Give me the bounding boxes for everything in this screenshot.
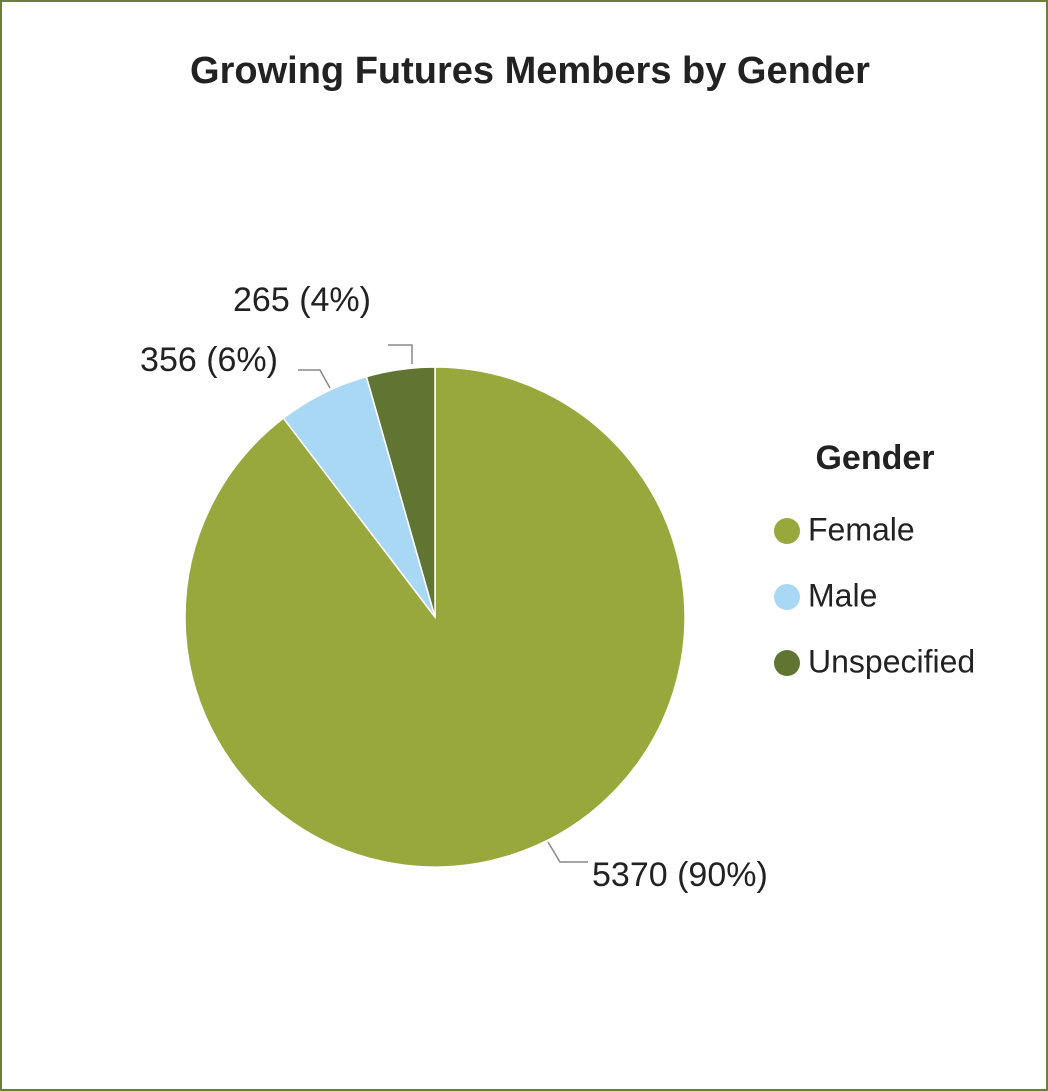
legend-swatch [774,584,800,610]
chart-title: Growing Futures Members by Gender [190,50,870,92]
legend-title: Gender [815,439,934,477]
legend-swatch [774,650,800,676]
legend-label: Unspecified [808,643,975,679]
data-label: 5370 (90%) [592,856,768,894]
legend-label: Female [808,511,915,547]
data-label: 356 (6%) [140,341,278,379]
leader-line [298,369,331,389]
leader-line [547,841,588,863]
leader-line [388,344,413,364]
pie-slice [365,366,436,618]
legend-label: Male [808,577,877,613]
data-label: 265 (4%) [233,281,371,319]
legend-swatch [774,518,800,544]
